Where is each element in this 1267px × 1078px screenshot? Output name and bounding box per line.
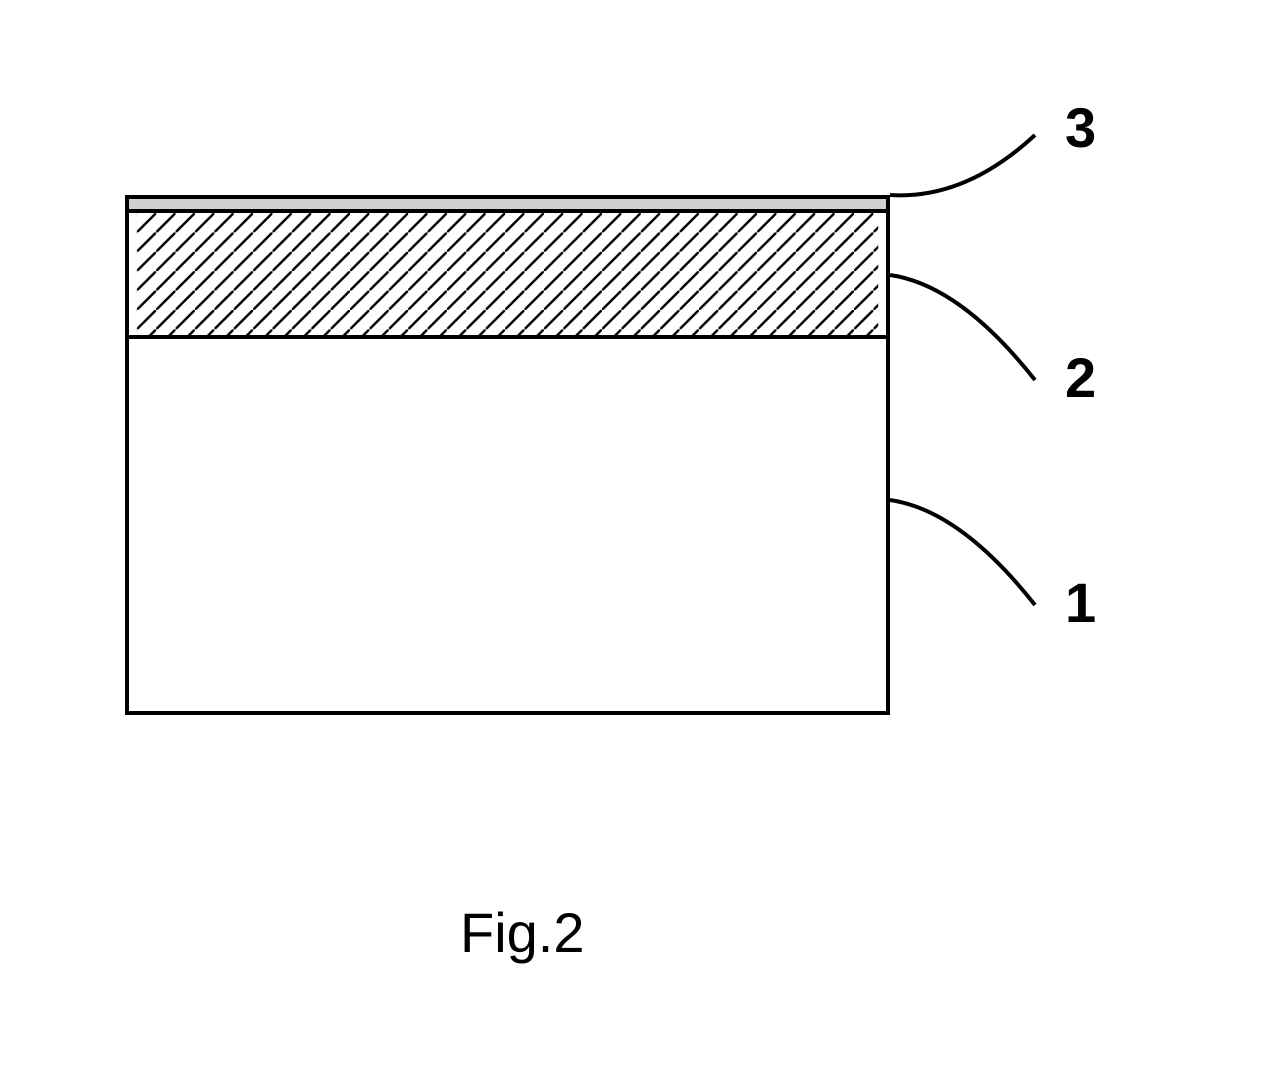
figure-caption: Fig.2	[460, 900, 585, 965]
label-1: 1	[1065, 570, 1096, 635]
label-2: 2	[1065, 345, 1096, 410]
cross-section-diagram	[125, 195, 890, 715]
label-3: 3	[1065, 95, 1096, 160]
layer-1	[125, 335, 890, 715]
layer-2	[125, 209, 890, 339]
hatch-pattern	[129, 213, 886, 339]
